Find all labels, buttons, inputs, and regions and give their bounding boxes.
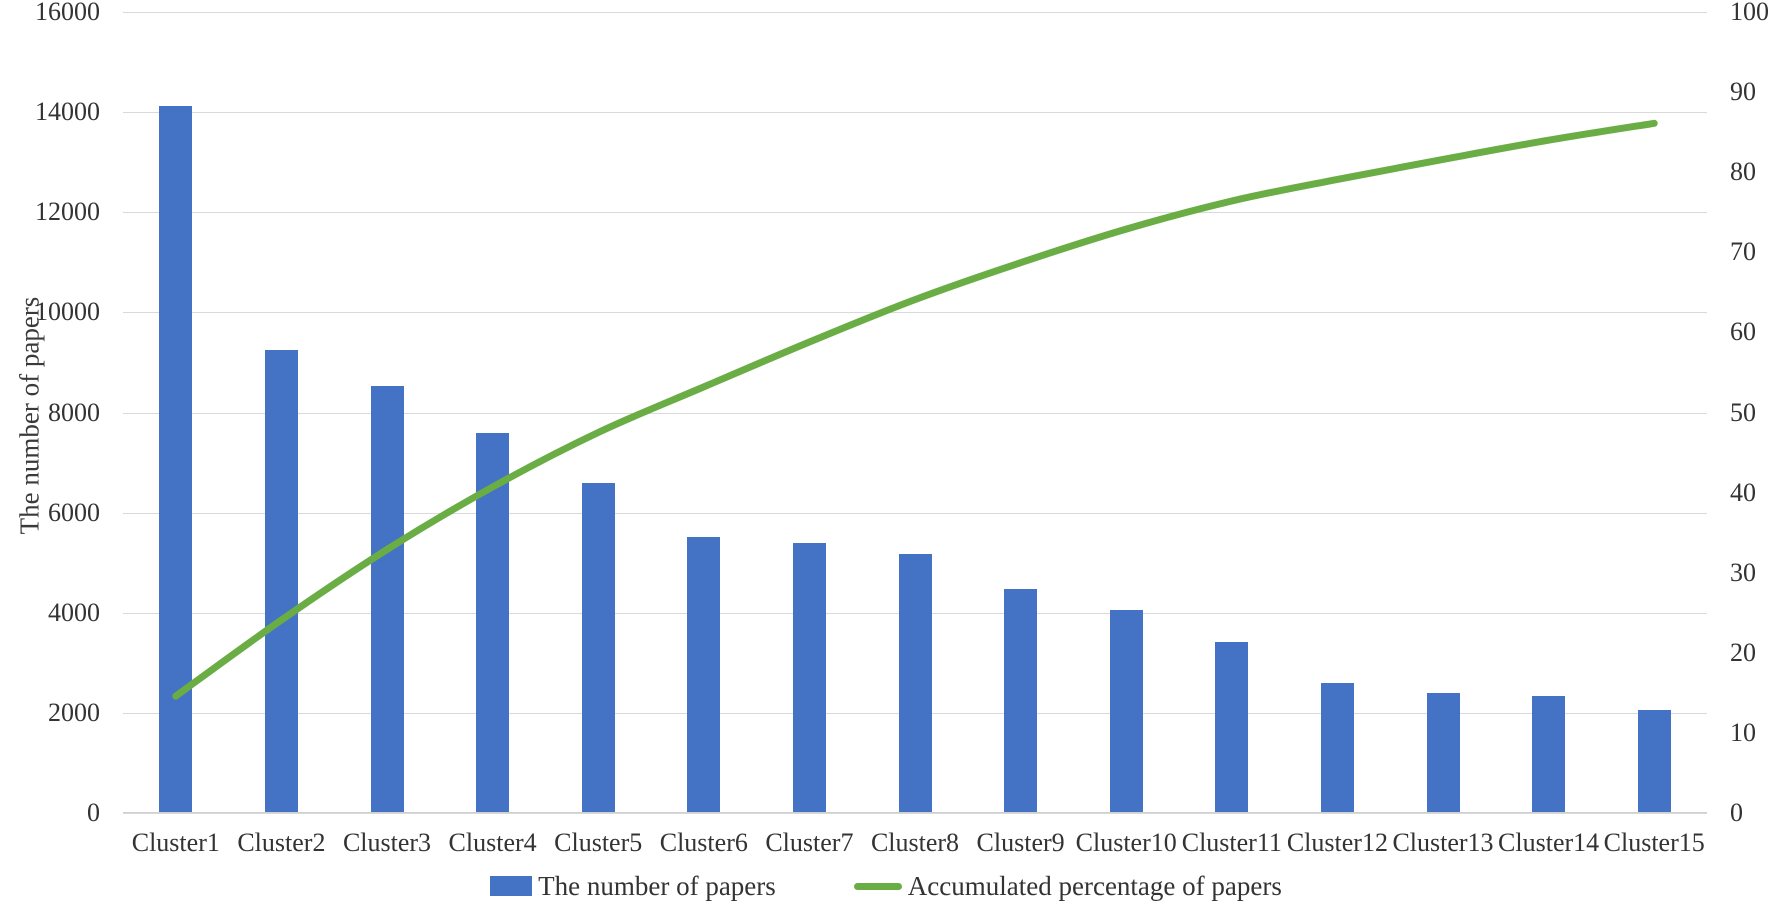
- right-axis-tick-label: 90: [1730, 77, 1756, 107]
- right-axis-tick-label: 100: [1730, 0, 1769, 26]
- x-axis-label-cluster11: Cluster11: [1181, 828, 1282, 857]
- bar-cluster14: [1532, 696, 1566, 813]
- accumulated-percentage-path: [172, 119, 1658, 700]
- x-axis-label-cluster4: Cluster4: [448, 828, 537, 857]
- gridline: [123, 813, 1707, 814]
- x-axis-label-cluster14: Cluster14: [1498, 828, 1600, 857]
- left-axis-tick-label: 16000: [35, 0, 100, 26]
- gridline: [123, 312, 1707, 314]
- gridline: [123, 12, 1707, 13]
- right-axis-tick-label: 50: [1730, 397, 1756, 427]
- line-series-swatch-icon: [853, 882, 902, 890]
- x-axis-label-cluster8: Cluster8: [870, 828, 960, 857]
- bar-cluster12: [1320, 682, 1354, 813]
- bar-cluster2: [264, 349, 298, 813]
- gridline: [123, 412, 1707, 414]
- gridline: [123, 212, 1707, 214]
- bar-cluster8: [898, 554, 932, 813]
- x-axis-label-cluster9: Cluster9: [976, 828, 1065, 857]
- right-axis-tick-label: 40: [1730, 477, 1756, 507]
- right-axis-tick-label: 0: [1730, 798, 1743, 827]
- left-axis-tick-label: 2000: [48, 697, 100, 727]
- x-axis-label-cluster13: Cluster13: [1392, 828, 1494, 857]
- left-axis-tick-label: 4000: [48, 597, 100, 627]
- bar-cluster3: [370, 385, 404, 813]
- left-axis-tick-label: 10000: [35, 297, 100, 327]
- right-axis-tick-label: 80: [1730, 157, 1756, 187]
- x-axis-label-cluster10: Cluster10: [1075, 828, 1177, 857]
- legend-label-percentage: Accumulated percentage of papers: [907, 870, 1282, 901]
- left-axis-tick-label: 8000: [48, 397, 100, 427]
- accumulated-percentage-line: [172, 119, 1658, 700]
- legend-item-papers: The number of papers: [490, 871, 776, 902]
- bar-cluster15: [1637, 710, 1671, 813]
- bar-cluster7: [792, 542, 826, 813]
- x-axis-label-cluster12: Cluster12: [1286, 828, 1388, 857]
- bar-cluster13: [1426, 692, 1460, 813]
- legend-item-percentage: Accumulated percentage of papers: [853, 870, 1282, 902]
- right-axis-tick-label: 70: [1730, 237, 1756, 267]
- legend: The number of papers Accumulated percent…: [0, 868, 1772, 904]
- bar-cluster11: [1215, 641, 1249, 813]
- right-axis-tick-label: 30: [1730, 557, 1756, 587]
- left-axis-tick-label: 14000: [35, 97, 100, 127]
- bar-cluster9: [1004, 588, 1038, 813]
- x-axis-label-cluster3: Cluster3: [342, 828, 432, 857]
- right-axis-tick-label: 20: [1730, 637, 1756, 667]
- left-axis-tick-label: 0: [87, 798, 100, 827]
- x-axis-label-cluster15: Cluster15: [1603, 828, 1705, 857]
- bar-series-swatch-icon: [490, 876, 533, 896]
- right-axis-tick-label: 60: [1730, 317, 1756, 347]
- left-axis-tick-label: 6000: [48, 497, 100, 527]
- gridline: [123, 112, 1707, 114]
- x-axis-label-cluster5: Cluster5: [554, 828, 643, 857]
- plot-area: [123, 12, 1707, 814]
- right-axis-ticks: 100 90 80 70 60 50 40 30 20 10 0: [1724, 0, 1772, 827]
- bar-cluster5: [581, 483, 615, 813]
- x-axis-label-cluster2: Cluster2: [237, 828, 326, 857]
- right-axis-tick-label: 10: [1730, 717, 1756, 747]
- left-axis-tick-label: 12000: [35, 197, 100, 227]
- bar-cluster6: [687, 537, 721, 813]
- legend-label-papers: The number of papers: [538, 870, 776, 901]
- x-axis-label-cluster6: Cluster6: [659, 828, 748, 857]
- gridline: [123, 512, 1707, 514]
- x-axis-label-cluster1: Cluster1: [131, 828, 220, 857]
- left-axis-ticks: 16000 14000 12000 10000 8000 6000 4000 2000 0: [0, 0, 110, 827]
- x-axis-label-cluster7: Cluster7: [765, 828, 854, 857]
- bar-cluster10: [1109, 609, 1143, 813]
- x-axis-line: [123, 812, 1707, 813]
